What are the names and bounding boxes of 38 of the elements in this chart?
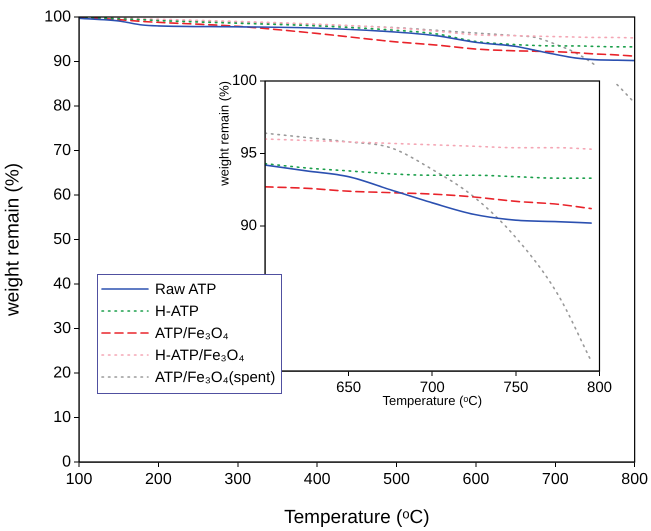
- x-tick-label: 600: [462, 471, 490, 488]
- legend-label: ATP/Fe₃O₄(spent): [155, 368, 276, 386]
- x-tick-label: 800: [586, 379, 612, 396]
- line-series: [265, 186, 592, 210]
- y-tick-label: 40: [53, 275, 72, 292]
- line-series: [265, 162, 592, 179]
- x-tick-label: 800: [621, 471, 648, 488]
- line-series: [265, 138, 592, 150]
- legend-label: H-ATP/Fe₃O₄: [155, 346, 244, 364]
- legend-label: ATP/Fe₃O₄: [155, 324, 229, 342]
- x-tick-label: 650: [336, 379, 362, 396]
- x-tick-label: 200: [145, 471, 172, 488]
- x-tick-label: 300: [224, 471, 252, 488]
- y-tick-label: 0: [62, 453, 72, 470]
- x-tick-label: 500: [383, 471, 410, 488]
- legend-label: Raw ATP: [155, 280, 216, 298]
- x-tick-label: 750: [503, 379, 528, 396]
- y-tick-label: 10: [53, 408, 72, 426]
- y-tick-label: 50: [53, 230, 72, 248]
- x-tick-label: 700: [542, 471, 569, 488]
- y-axis-title: weight remain (%): [216, 81, 232, 187]
- x-tick-label: 400: [304, 471, 331, 488]
- line-series: [265, 132, 592, 362]
- y-tick-label: 95: [240, 144, 257, 162]
- x-tick-label: 100: [66, 471, 92, 488]
- x-axis-title: Temperature (ᵒC): [284, 506, 430, 528]
- line-series: [265, 164, 592, 224]
- y-tick-label: 90: [240, 217, 257, 234]
- y-tick-label: 100: [232, 72, 257, 90]
- y-tick-label: 60: [53, 186, 72, 204]
- y-tick-label: 80: [53, 97, 72, 114]
- legend-label: H-ATP: [155, 302, 199, 320]
- y-tick-label: 20: [53, 364, 72, 382]
- y-axis-title: weight remain (%): [2, 162, 24, 318]
- y-tick-label: 90: [53, 52, 72, 70]
- y-tick-label: 100: [44, 8, 72, 26]
- y-tick-label: 30: [53, 320, 72, 337]
- y-tick-label: 70: [53, 142, 72, 159]
